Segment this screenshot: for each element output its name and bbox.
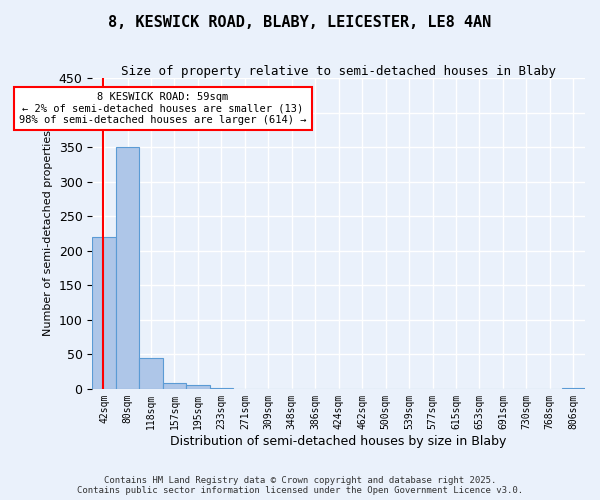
Bar bbox=[186, 384, 209, 389]
Text: 8, KESWICK ROAD, BLABY, LEICESTER, LE8 4AN: 8, KESWICK ROAD, BLABY, LEICESTER, LE8 4… bbox=[109, 15, 491, 30]
Bar bbox=[562, 388, 585, 389]
Bar bbox=[116, 147, 139, 389]
Bar bbox=[92, 237, 116, 389]
Bar bbox=[139, 358, 163, 389]
Text: 8 KESWICK ROAD: 59sqm
← 2% of semi-detached houses are smaller (13)
98% of semi-: 8 KESWICK ROAD: 59sqm ← 2% of semi-detac… bbox=[19, 92, 307, 125]
X-axis label: Distribution of semi-detached houses by size in Blaby: Distribution of semi-detached houses by … bbox=[170, 434, 507, 448]
Y-axis label: Number of semi-detached properties: Number of semi-detached properties bbox=[43, 130, 53, 336]
Bar bbox=[163, 382, 186, 389]
Title: Size of property relative to semi-detached houses in Blaby: Size of property relative to semi-detach… bbox=[121, 65, 556, 78]
Text: Contains HM Land Registry data © Crown copyright and database right 2025.
Contai: Contains HM Land Registry data © Crown c… bbox=[77, 476, 523, 495]
Bar bbox=[209, 388, 233, 389]
